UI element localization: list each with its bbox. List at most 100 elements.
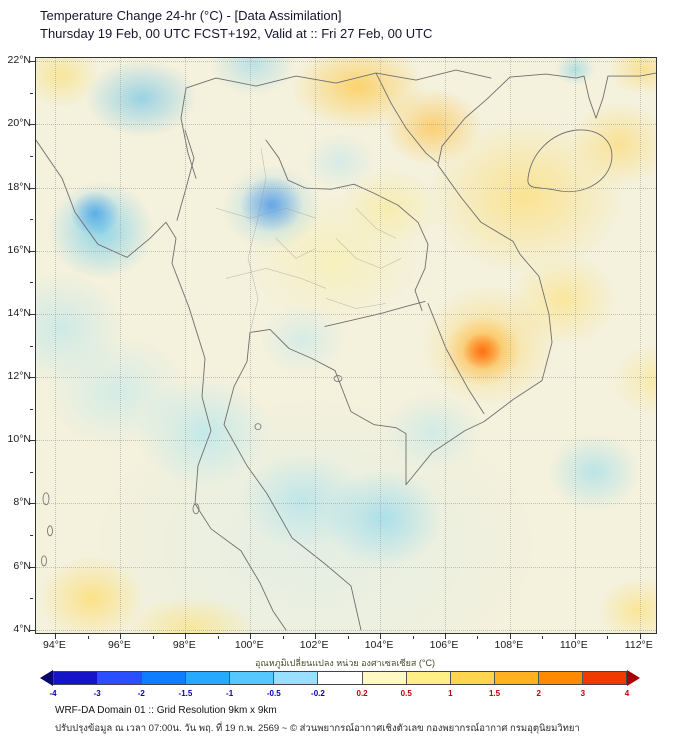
lat-gridline bbox=[36, 61, 656, 63]
lat-axis-tick bbox=[30, 124, 35, 126]
issuing-agency-text: ปรับปรุงข้อมูล ณ เวลา 07:00น. วัน พฤ. ที… bbox=[55, 723, 580, 734]
longitude-axis: 94°E 96°E 98°E 100°E 102°E 104°E 106°E 108°E 110… bbox=[35, 636, 655, 652]
lon-tick-label: 98°E bbox=[172, 639, 196, 651]
colorbar-tick-label: 1 bbox=[448, 689, 453, 698]
lon-axis-tick bbox=[347, 636, 349, 639]
coastline-borders-layer bbox=[36, 69, 656, 631]
map-panel bbox=[30, 57, 657, 639]
colorbar-tick-label: -4 bbox=[49, 689, 57, 698]
lon-axis-tick bbox=[250, 634, 252, 639]
lat-gridline bbox=[36, 629, 656, 631]
lat-axis-tick bbox=[30, 219, 33, 221]
lon-gridline bbox=[120, 58, 122, 633]
lon-gridline bbox=[574, 58, 576, 633]
lon-gridline bbox=[55, 58, 57, 633]
lon-tick-label: 108°E bbox=[494, 639, 524, 651]
lon-gridline bbox=[509, 58, 511, 633]
colorbar-segment bbox=[581, 672, 627, 684]
lon-tick-label: 102°E bbox=[299, 639, 329, 651]
lon-gridline bbox=[185, 58, 187, 633]
lat-tick-label: 22°N bbox=[7, 54, 31, 67]
lon-axis-tick bbox=[55, 634, 57, 639]
lon-axis-tick bbox=[380, 634, 382, 639]
lon-gridline bbox=[315, 58, 317, 633]
lon-axis-tick bbox=[477, 636, 479, 639]
lat-gridline bbox=[36, 440, 656, 442]
lon-gridline bbox=[639, 58, 641, 633]
colorbar-segment bbox=[361, 672, 406, 684]
lon-tick-label: 96°E bbox=[107, 639, 131, 651]
colorbar-tick-label: -1 bbox=[226, 689, 234, 698]
lat-axis-tick bbox=[30, 408, 33, 410]
colorbar-tick-label: -1.5 bbox=[178, 689, 193, 698]
colorbar-tick-label: -3 bbox=[93, 689, 101, 698]
lat-axis-tick bbox=[30, 440, 35, 442]
colorbar-segment bbox=[449, 672, 494, 684]
lat-axis-tick bbox=[30, 187, 35, 189]
lat-axis-tick bbox=[30, 471, 33, 473]
page-subtitle: Thursday 19 Feb, 00 UTC FCST+192, Valid … bbox=[40, 26, 433, 41]
colorbar-segment bbox=[185, 672, 230, 684]
lon-gridline bbox=[380, 58, 382, 633]
lat-gridline bbox=[36, 124, 656, 126]
lon-tick-label: 104°E bbox=[364, 639, 394, 651]
colorbar-segment bbox=[317, 672, 362, 684]
lat-gridline bbox=[36, 187, 656, 189]
colorbar-tick-label: -2 bbox=[137, 689, 145, 698]
lon-tick-label: 94°E bbox=[43, 639, 66, 651]
lon-tick-label: 110°E bbox=[559, 639, 588, 651]
lat-tick-label: 20°N bbox=[7, 117, 31, 130]
lon-axis-tick bbox=[574, 634, 576, 639]
lat-axis-tick bbox=[30, 535, 33, 537]
colorbar-label: อุณหภูมิเปลี่ยนแปลง หน่วย องศาเซลเซียส (… bbox=[255, 658, 435, 668]
lon-axis-tick bbox=[315, 634, 317, 639]
lat-axis-tick bbox=[30, 345, 33, 347]
colorbar-tick-label: 0.5 bbox=[400, 689, 412, 698]
lat-tick-label: 8°N bbox=[13, 496, 31, 509]
lon-axis-tick bbox=[412, 636, 414, 639]
latitude-axis: 22°N 20°N 18°N 16°N 14°N 12°N 10°N 8°N 6°N 4°N bbox=[0, 54, 33, 635]
lat-gridline bbox=[36, 313, 656, 315]
colorbar-tick-label: 3 bbox=[580, 689, 586, 698]
colorbar-segment bbox=[229, 672, 274, 684]
lat-gridline bbox=[36, 566, 656, 568]
lat-axis-tick bbox=[30, 503, 35, 505]
lon-axis-tick bbox=[282, 636, 284, 639]
temperature-change-field bbox=[36, 58, 656, 633]
lon-tick-label: 112°E bbox=[624, 639, 653, 651]
colorbar-tick-label: 1.5 bbox=[488, 689, 501, 698]
lon-axis-tick bbox=[542, 636, 544, 639]
lon-tick-label: 106°E bbox=[429, 639, 459, 651]
lon-axis-tick bbox=[445, 634, 446, 639]
lon-gridline bbox=[445, 58, 446, 633]
colorbar-segment bbox=[405, 672, 450, 684]
lat-tick-label: 12°N bbox=[7, 370, 31, 383]
colorbar-tick-labels: -4 -3 -2 -1.5 -1 -0.5 -0.2 0.2 0.5 1 1.5 2 3 4 bbox=[49, 689, 630, 701]
lat-tick-label: 18°N bbox=[7, 180, 31, 193]
lat-axis-tick bbox=[30, 598, 33, 600]
lat-axis-tick bbox=[30, 250, 35, 252]
colorbar-segment bbox=[54, 672, 98, 684]
lon-axis-tick bbox=[152, 636, 154, 639]
lat-axis-tick bbox=[30, 313, 35, 315]
lat-tick-label: 16°N bbox=[7, 243, 31, 256]
colorbar bbox=[40, 670, 640, 686]
lat-gridline bbox=[36, 503, 656, 505]
lat-axis-tick bbox=[30, 282, 33, 284]
lat-gridline bbox=[36, 377, 656, 379]
colorbar-tick-label: 0.2 bbox=[356, 689, 368, 698]
colorbar-tick-label: -0.2 bbox=[311, 689, 325, 698]
lat-tick-label: 10°N bbox=[7, 433, 31, 446]
lat-tick-label: 6°N bbox=[13, 559, 31, 572]
lon-axis-tick bbox=[185, 634, 187, 639]
colorbar-segment bbox=[273, 672, 318, 684]
lat-axis-tick bbox=[30, 566, 35, 568]
lat-tick-label: 14°N bbox=[7, 306, 31, 319]
lat-axis-tick bbox=[30, 61, 35, 63]
domain-info-text: WRF-DA Domain 01 :: Grid Resolution 9km … bbox=[55, 705, 277, 716]
colorbar-tick-label: 2 bbox=[536, 689, 541, 698]
lon-axis-tick bbox=[217, 636, 219, 639]
lon-axis-tick bbox=[509, 634, 511, 639]
colorbar-tick-label: 4 bbox=[624, 689, 630, 698]
